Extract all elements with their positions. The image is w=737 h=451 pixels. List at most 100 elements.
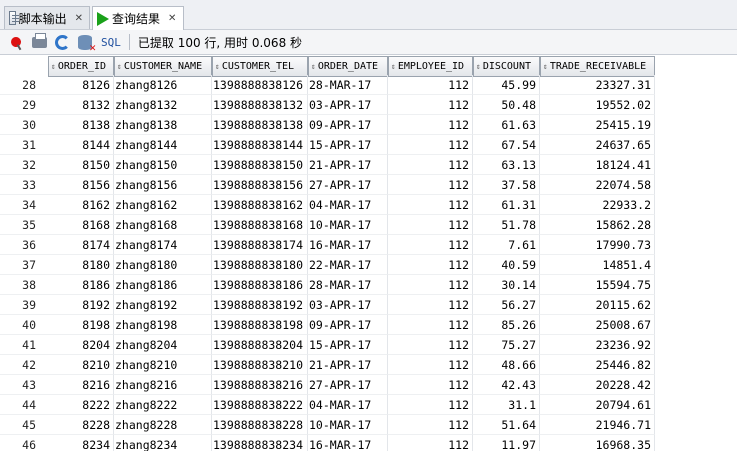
table-cell[interactable]: 8186	[48, 275, 114, 295]
column-header-discount[interactable]: ⇕ DISCOUNT	[473, 56, 540, 77]
table-cell[interactable]: 61.63	[473, 115, 540, 135]
table-cell[interactable]: 04-MAR-17	[308, 395, 388, 415]
table-cell[interactable]: 20228.42	[540, 375, 655, 395]
table-cell[interactable]: 1398888838192	[212, 295, 308, 315]
table-row[interactable]: 34 8162 zhang8162 1398888838162 04-MAR-17 112…	[0, 195, 655, 215]
table-cell[interactable]: 1398888838222	[212, 395, 308, 415]
table-cell[interactable]: 56.27	[473, 295, 540, 315]
table-cell[interactable]: 14851.4	[540, 255, 655, 275]
table-cell[interactable]: 19552.02	[540, 95, 655, 115]
table-cell[interactable]: 03-APR-17	[308, 295, 388, 315]
table-cell[interactable]: 25008.67	[540, 315, 655, 335]
table-cell[interactable]: zhang8168	[114, 215, 212, 235]
table-cell[interactable]: 1398888838186	[212, 275, 308, 295]
table-cell[interactable]: 8138	[48, 115, 114, 135]
table-cell[interactable]: 61.31	[473, 195, 540, 215]
column-header-customer-tel[interactable]: ⇕ CUSTOMER_TEL	[212, 56, 308, 77]
table-cell[interactable]: 112	[388, 375, 473, 395]
table-cell[interactable]: zhang8156	[114, 175, 212, 195]
table-cell[interactable]: 1398888838210	[212, 355, 308, 375]
table-cell[interactable]: 1398888838180	[212, 255, 308, 275]
table-cell[interactable]: 23236.92	[540, 335, 655, 355]
table-cell[interactable]: 09-APR-17	[308, 115, 388, 135]
table-cell[interactable]: zhang8180	[114, 255, 212, 275]
table-cell[interactable]: 1398888838144	[212, 135, 308, 155]
table-cell[interactable]: 63.13	[473, 155, 540, 175]
column-header-trade-receivable[interactable]: ⇕ TRADE_RECEIVABLE	[540, 56, 655, 77]
table-cell[interactable]: 48.66	[473, 355, 540, 375]
sql-button[interactable]: SQL	[101, 35, 121, 49]
table-cell[interactable]: 10-MAR-17	[308, 215, 388, 235]
table-cell[interactable]: 8192	[48, 295, 114, 315]
table-row[interactable]: 46 8234 zhang8234 1398888838234 16-MAR-17 112…	[0, 435, 655, 451]
table-cell[interactable]: 112	[388, 195, 473, 215]
table-cell[interactable]: 8180	[48, 255, 114, 275]
table-row[interactable]: 41 8204 zhang8204 1398888838204 15-APR-17 112…	[0, 335, 655, 355]
table-cell[interactable]: zhang8222	[114, 395, 212, 415]
table-cell[interactable]: zhang8204	[114, 335, 212, 355]
table-cell[interactable]: 1398888838234	[212, 435, 308, 451]
table-cell[interactable]: 51.64	[473, 415, 540, 435]
table-cell[interactable]: 112	[388, 115, 473, 135]
table-cell[interactable]: 1398888838168	[212, 215, 308, 235]
table-cell[interactable]: zhang8186	[114, 275, 212, 295]
table-cell[interactable]: 112	[388, 395, 473, 415]
table-cell[interactable]: 09-APR-17	[308, 315, 388, 335]
table-row[interactable]: 38 8186 zhang8186 1398888838186 28-MAR-17 112…	[0, 275, 655, 295]
table-cell[interactable]: 22074.58	[540, 175, 655, 195]
table-cell[interactable]: 8210	[48, 355, 114, 375]
table-cell[interactable]: 8234	[48, 435, 114, 451]
table-cell[interactable]: 8144	[48, 135, 114, 155]
table-cell[interactable]: zhang8150	[114, 155, 212, 175]
table-cell[interactable]: 8198	[48, 315, 114, 335]
table-cell[interactable]: zhang8138	[114, 115, 212, 135]
pin-button[interactable]	[7, 33, 25, 51]
tab-query-result[interactable]: 查询结果 ✕	[92, 6, 184, 30]
table-cell[interactable]: 8126	[48, 75, 114, 95]
table-cell[interactable]: 112	[388, 75, 473, 95]
table-cell[interactable]: 112	[388, 135, 473, 155]
table-cell[interactable]: 04-MAR-17	[308, 195, 388, 215]
table-cell[interactable]: 15862.28	[540, 215, 655, 235]
table-cell[interactable]: 25415.19	[540, 115, 655, 135]
table-cell[interactable]: 30.14	[473, 275, 540, 295]
table-row[interactable]: 33 8156 zhang8156 1398888838156 27-APR-17 112…	[0, 175, 655, 195]
close-icon[interactable]: ✕	[168, 13, 177, 24]
table-cell[interactable]: 8174	[48, 235, 114, 255]
table-cell[interactable]: 7.61	[473, 235, 540, 255]
table-cell[interactable]: 112	[388, 355, 473, 375]
table-cell[interactable]: 112	[388, 315, 473, 335]
column-header-order-id[interactable]: ⇕ ORDER_ID	[48, 56, 114, 77]
table-cell[interactable]: zhang8144	[114, 135, 212, 155]
table-cell[interactable]: 1398888838126	[212, 75, 308, 95]
column-header-customer-name[interactable]: ⇕ CUSTOMER_NAME	[114, 56, 212, 77]
table-cell[interactable]: zhang8234	[114, 435, 212, 451]
table-row[interactable]: 32 8150 zhang8150 1398888838150 21-APR-17 112…	[0, 155, 655, 175]
table-cell[interactable]: 8222	[48, 395, 114, 415]
table-cell[interactable]: 16-MAR-17	[308, 235, 388, 255]
table-cell[interactable]: 1398888838150	[212, 155, 308, 175]
table-cell[interactable]: 67.54	[473, 135, 540, 155]
table-cell[interactable]: 112	[388, 275, 473, 295]
table-cell[interactable]: 8162	[48, 195, 114, 215]
table-cell[interactable]: 17990.73	[540, 235, 655, 255]
table-cell[interactable]: 10-MAR-17	[308, 415, 388, 435]
table-row[interactable]: 37 8180 zhang8180 1398888838180 22-MAR-17 112…	[0, 255, 655, 275]
table-row[interactable]: 39 8192 zhang8192 1398888838192 03-APR-17 112…	[0, 295, 655, 315]
table-cell[interactable]: 8204	[48, 335, 114, 355]
table-cell[interactable]: 18124.41	[540, 155, 655, 175]
table-row[interactable]: 31 8144 zhang8144 1398888838144 15-APR-17 112…	[0, 135, 655, 155]
table-row[interactable]: 45 8228 zhang8228 1398888838228 10-MAR-17 112…	[0, 415, 655, 435]
table-cell[interactable]: 42.43	[473, 375, 540, 395]
table-cell[interactable]: 8150	[48, 155, 114, 175]
table-row[interactable]: 29 8132 zhang8132 1398888838132 03-APR-17 112…	[0, 95, 655, 115]
table-cell[interactable]: 20794.61	[540, 395, 655, 415]
table-cell[interactable]: 15-APR-17	[308, 135, 388, 155]
table-cell[interactable]: 112	[388, 235, 473, 255]
table-cell[interactable]: zhang8228	[114, 415, 212, 435]
table-row[interactable]: 30 8138 zhang8138 1398888838138 09-APR-17 112…	[0, 115, 655, 135]
column-header-employee-id[interactable]: ⇕ EMPLOYEE_ID	[388, 56, 473, 77]
table-cell[interactable]: zhang8216	[114, 375, 212, 395]
table-cell[interactable]: 112	[388, 95, 473, 115]
column-header-order-date[interactable]: ⇕ ORDER_DATE	[308, 56, 388, 77]
